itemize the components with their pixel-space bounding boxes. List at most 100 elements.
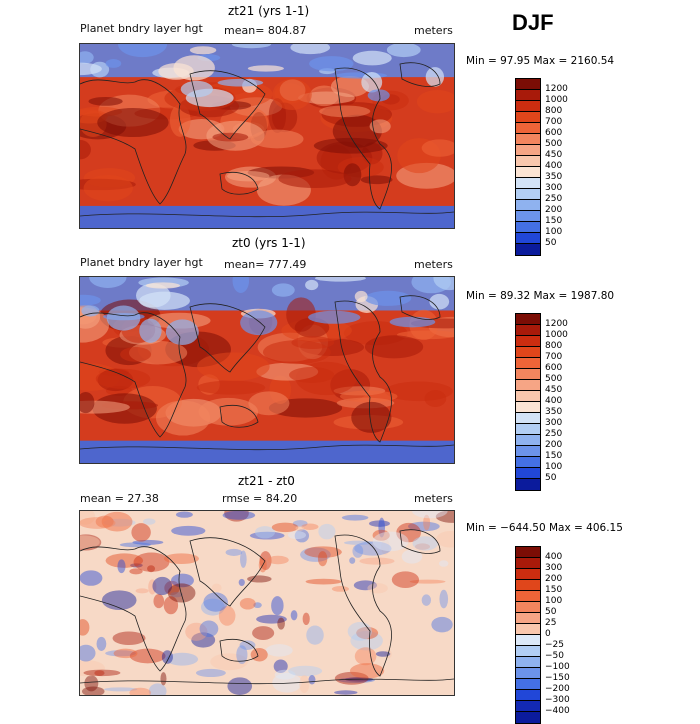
colorbar-swatch bbox=[516, 646, 540, 657]
coastline bbox=[189, 537, 266, 607]
colorbar-tick-label: −100 bbox=[545, 662, 570, 672]
units-label: meters bbox=[414, 24, 453, 37]
colorbar-tick-label: 200 bbox=[545, 440, 563, 450]
colorbar-tick-label: 1000 bbox=[545, 330, 568, 340]
world-map bbox=[79, 43, 455, 229]
colorbar-tick-label: 100 bbox=[545, 596, 563, 606]
colorbar bbox=[515, 78, 541, 256]
colorbar-tick-label: 50 bbox=[545, 607, 557, 617]
colorbar-swatch bbox=[516, 145, 540, 156]
colorbar-tick-label: −400 bbox=[545, 706, 570, 716]
coastline bbox=[80, 79, 187, 205]
colorbar-swatch bbox=[516, 211, 540, 222]
map-field bbox=[80, 277, 454, 463]
colorbar-swatch bbox=[516, 468, 540, 479]
mean-label: mean= 804.87 bbox=[224, 24, 307, 37]
colorbar-swatch bbox=[516, 413, 540, 424]
colorbar-swatch bbox=[516, 547, 540, 558]
coastline bbox=[399, 62, 441, 87]
colorbar-labels: 1200 1000 800 700 600 500 450 400 350 300 250 200 15… bbox=[545, 84, 568, 249]
colorbar-tick-label: 700 bbox=[545, 117, 563, 127]
coastline bbox=[219, 172, 259, 195]
colorbar-swatch bbox=[516, 657, 540, 668]
coastline bbox=[334, 534, 392, 677]
panel-title: zt21 - zt0 bbox=[238, 474, 295, 488]
coastline bbox=[189, 303, 266, 373]
colorbar-swatch bbox=[516, 222, 540, 233]
colorbar-swatch bbox=[516, 569, 540, 580]
colorbar-labels: 400 300 200 150 100 50 25 0 −25 −50 −100 −150 −200 −3… bbox=[545, 552, 570, 717]
colorbar-swatch bbox=[516, 701, 540, 712]
colorbar-swatch bbox=[516, 189, 540, 200]
colorbar-swatch bbox=[516, 123, 540, 134]
colorbar-swatch bbox=[516, 679, 540, 690]
coastline bbox=[219, 405, 259, 428]
colorbar-tick-label: 400 bbox=[545, 161, 563, 171]
colorbar-tick-label: 150 bbox=[545, 216, 563, 226]
colorbar-swatch bbox=[516, 635, 540, 646]
mean-label: mean = 27.38 bbox=[80, 492, 159, 505]
colorbar-swatch bbox=[516, 178, 540, 189]
colorbar-swatch bbox=[516, 134, 540, 145]
colorbar-tick-label: 50 bbox=[545, 473, 557, 483]
colorbar-swatch bbox=[516, 156, 540, 167]
colorbar-swatch bbox=[516, 558, 540, 569]
colorbar-swatch bbox=[516, 90, 540, 101]
coastline bbox=[399, 529, 441, 554]
colorbar-swatch bbox=[516, 424, 540, 435]
minmax-label: Min = −644.50 Max = 406.15 bbox=[466, 522, 623, 534]
colorbar-tick-label: 150 bbox=[545, 585, 563, 595]
colorbar-swatch bbox=[516, 624, 540, 635]
colorbar-swatch bbox=[516, 336, 540, 347]
colorbar-swatch bbox=[516, 479, 540, 490]
colorbar-tick-label: 300 bbox=[545, 183, 563, 193]
colorbar-tick-label: 800 bbox=[545, 106, 563, 116]
season-label: DJF bbox=[512, 10, 554, 35]
colorbar-tick-label: −25 bbox=[545, 640, 564, 650]
coastline bbox=[334, 300, 392, 443]
colorbar-tick-label: 1000 bbox=[545, 95, 568, 105]
coastline bbox=[80, 211, 454, 218]
coastline bbox=[219, 639, 259, 662]
colorbar-swatch bbox=[516, 613, 540, 624]
colorbar-tick-label: −150 bbox=[545, 673, 570, 683]
colorbar-tick-label: 1200 bbox=[545, 84, 568, 94]
colorbar-swatch bbox=[516, 591, 540, 602]
variable-label: Planet bndry layer hgt bbox=[80, 256, 203, 269]
colorbar-tick-label: 500 bbox=[545, 374, 563, 384]
coastline bbox=[189, 70, 266, 140]
panel-title: zt21 (yrs 1-1) bbox=[228, 4, 310, 18]
rmse-label: rmse = 84.20 bbox=[222, 492, 298, 505]
world-map bbox=[79, 276, 455, 464]
colorbar-tick-label: 50 bbox=[545, 238, 557, 248]
colorbar-swatch bbox=[516, 358, 540, 369]
minmax-label: Min = 89.32 Max = 1987.80 bbox=[466, 290, 615, 302]
colorbar-swatch bbox=[516, 391, 540, 402]
colorbar-tick-label: 250 bbox=[545, 429, 563, 439]
colorbar-swatch bbox=[516, 380, 540, 391]
colorbar-tick-label: 1200 bbox=[545, 319, 568, 329]
colorbar-tick-label: −300 bbox=[545, 695, 570, 705]
colorbar-swatch bbox=[516, 446, 540, 457]
colorbar-swatch bbox=[516, 167, 540, 178]
colorbar-swatch bbox=[516, 712, 540, 723]
colorbar-tick-label: 0 bbox=[545, 629, 551, 639]
colorbar-swatch bbox=[516, 112, 540, 123]
colorbar-tick-label: 300 bbox=[545, 563, 563, 573]
colorbar-tick-label: 450 bbox=[545, 385, 563, 395]
panel-title: zt0 (yrs 1-1) bbox=[232, 236, 306, 250]
colorbar-tick-label: 100 bbox=[545, 462, 563, 472]
units-label: meters bbox=[414, 258, 453, 271]
colorbar-tick-label: 500 bbox=[545, 139, 563, 149]
coastline bbox=[80, 444, 454, 451]
colorbar bbox=[515, 313, 541, 491]
coastline bbox=[399, 295, 441, 320]
colorbar-swatch bbox=[516, 435, 540, 446]
colorbar-swatch bbox=[516, 314, 540, 325]
colorbar-tick-label: 100 bbox=[545, 227, 563, 237]
colorbar-tick-label: 200 bbox=[545, 205, 563, 215]
colorbar-tick-label: 350 bbox=[545, 407, 563, 417]
colorbar-swatch bbox=[516, 580, 540, 591]
map-field bbox=[80, 511, 454, 695]
colorbar-tick-label: 150 bbox=[545, 451, 563, 461]
